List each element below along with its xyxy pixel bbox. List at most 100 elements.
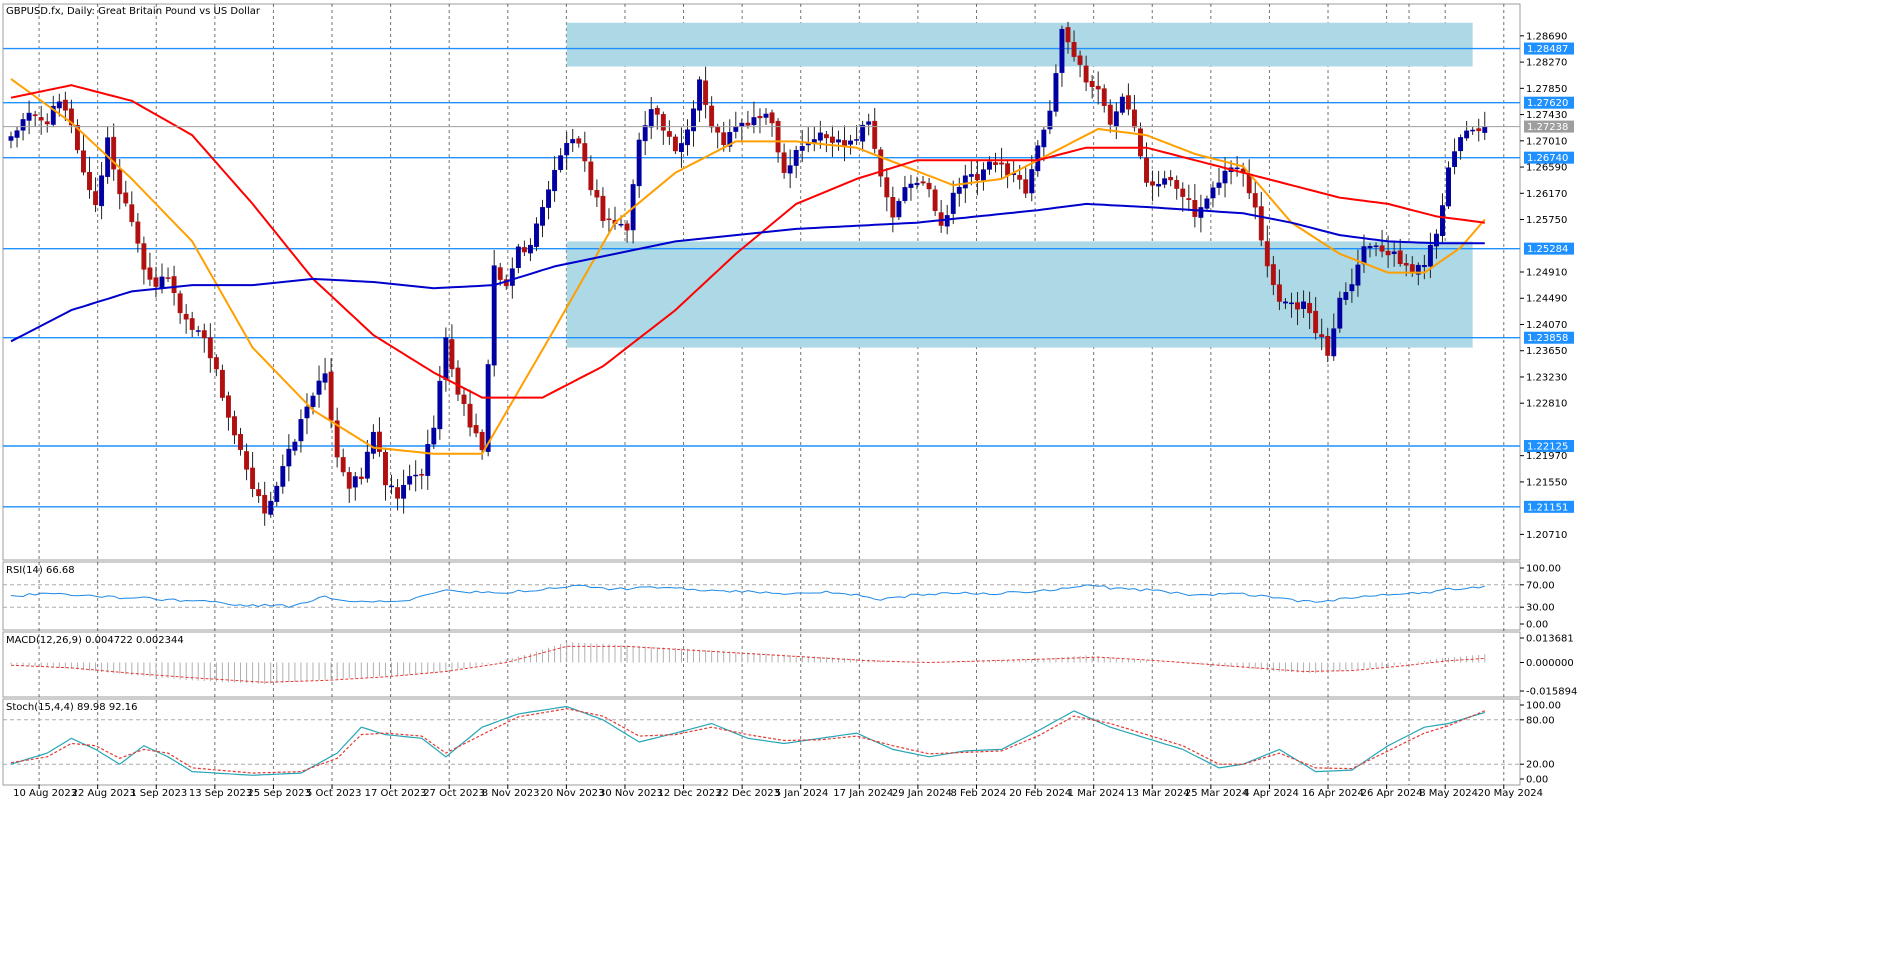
candle-body xyxy=(407,476,413,485)
candle-body xyxy=(1005,163,1011,176)
candle-body xyxy=(1246,174,1252,194)
candle-body xyxy=(678,143,684,153)
candle-body xyxy=(455,367,461,395)
candle-body xyxy=(177,293,183,314)
candle-body xyxy=(932,189,938,211)
candle-body xyxy=(552,169,558,192)
candle-body xyxy=(793,149,799,166)
candle-body xyxy=(129,204,135,223)
candle-body xyxy=(763,113,769,118)
candle-body xyxy=(648,109,654,128)
candle-body xyxy=(38,117,44,121)
candle-body xyxy=(401,484,407,499)
candle-body xyxy=(364,451,370,479)
candle-body xyxy=(666,131,672,137)
candle-body xyxy=(709,105,715,128)
support-resistance-zone xyxy=(566,241,1473,348)
candle-body xyxy=(823,134,829,139)
price-tick-label: 1.28270 xyxy=(1526,58,1567,69)
date-label: 27 Oct 2023 xyxy=(423,788,485,799)
candle-body xyxy=(739,122,745,127)
indicator-tick-label: 0.013681 xyxy=(1526,634,1574,645)
candle-body xyxy=(817,132,823,141)
candle-body xyxy=(866,121,872,125)
candle-body xyxy=(624,223,630,231)
candle-body xyxy=(413,474,419,477)
candle-body xyxy=(8,136,14,141)
indicator-panel-frame xyxy=(2,561,1521,631)
candle-body xyxy=(926,182,932,190)
candle-body xyxy=(1138,128,1143,157)
candle-body xyxy=(829,136,835,143)
candle-body xyxy=(1174,180,1180,189)
candle-body xyxy=(44,121,50,125)
candle-body xyxy=(1319,334,1325,338)
candle-body xyxy=(1041,129,1047,148)
candle-body xyxy=(1458,137,1464,152)
stoch-d-line xyxy=(10,708,1486,774)
candle-body xyxy=(467,403,473,428)
macd-signal-line xyxy=(10,645,1485,683)
candle-body xyxy=(1307,302,1313,314)
level-price-label: 1.25284 xyxy=(1527,244,1568,255)
candle-body xyxy=(262,494,268,514)
candle-body xyxy=(14,130,20,138)
moving-average-line xyxy=(10,84,1485,399)
candle-body xyxy=(691,108,696,132)
candle-body xyxy=(1282,301,1288,304)
indicator-tick-label: 0.000000 xyxy=(1526,658,1574,669)
date-label: 22 Aug 2023 xyxy=(72,788,136,799)
candle-body xyxy=(310,395,316,407)
candle-body xyxy=(1343,292,1349,300)
candle-body xyxy=(1264,241,1270,267)
candle-body xyxy=(775,120,781,153)
level-price-tag xyxy=(1524,331,1574,344)
candle-body xyxy=(727,132,733,147)
candle-body xyxy=(642,125,648,142)
candle-body xyxy=(968,174,974,177)
price-tick-label: 1.23230 xyxy=(1526,372,1567,383)
price-tick-label: 1.24070 xyxy=(1526,320,1567,331)
candle-body xyxy=(950,192,956,214)
date-label: 8 Feb 2024 xyxy=(950,788,1006,799)
level-price-tag xyxy=(1524,42,1574,55)
candle-body xyxy=(383,451,388,486)
candle-body xyxy=(1476,128,1482,132)
candle-body xyxy=(527,244,533,254)
candle-body xyxy=(540,207,545,226)
candle-body xyxy=(111,136,117,170)
candle-body xyxy=(419,474,425,476)
candle-body xyxy=(304,406,310,419)
candle-body xyxy=(745,122,751,126)
candle-body xyxy=(135,221,141,244)
chart-title: GBPUSD.fx, Daily: Great Britain Pound vs… xyxy=(6,6,261,17)
indicator-tick-label: 100.00 xyxy=(1526,701,1561,712)
candle-body xyxy=(1017,174,1023,180)
date-label: 29 Jan 2024 xyxy=(892,788,952,799)
candle-body xyxy=(600,195,606,221)
candle-body xyxy=(1210,187,1216,199)
candle-body xyxy=(1107,104,1113,125)
candle-body xyxy=(920,181,926,184)
candle-body xyxy=(81,150,86,173)
candle-body xyxy=(914,182,920,185)
candle-body xyxy=(697,79,703,111)
candle-body xyxy=(153,277,159,287)
price-tick-label: 1.21970 xyxy=(1526,451,1567,462)
candle-body xyxy=(1192,199,1198,217)
date-label: 8 May 2024 xyxy=(1419,788,1478,799)
candle-body xyxy=(1385,250,1391,256)
date-label: 17 Oct 2023 xyxy=(365,788,427,799)
date-label: 8 Nov 2023 xyxy=(482,788,540,799)
candle-body xyxy=(473,425,479,434)
date-label: 20 Feb 2024 xyxy=(1009,788,1071,799)
candle-body xyxy=(1071,42,1077,57)
candle-body xyxy=(534,223,539,247)
candle-body xyxy=(787,165,793,174)
candle-body xyxy=(878,149,884,177)
candle-body xyxy=(370,431,376,454)
candle-body xyxy=(576,138,582,144)
candle-body xyxy=(141,243,147,270)
price-tick-label: 1.27850 xyxy=(1526,84,1567,95)
